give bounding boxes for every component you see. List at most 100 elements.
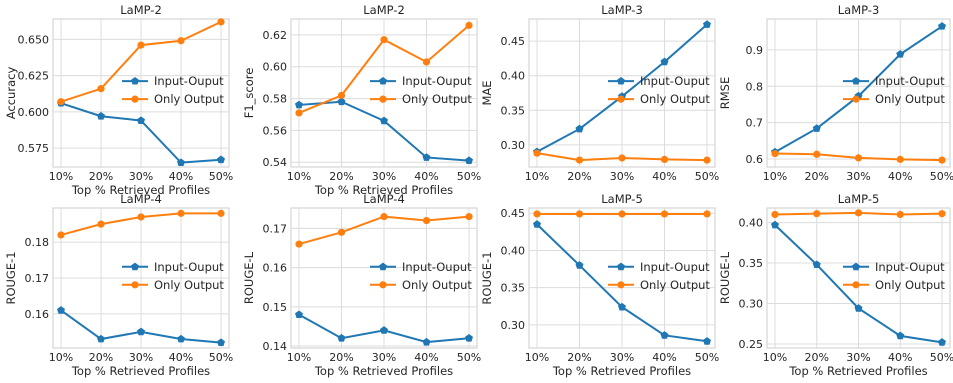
y-tick-label: 0.56	[263, 124, 288, 137]
data-point	[575, 156, 584, 164]
legend-label: Only Output	[640, 278, 710, 292]
data-point	[295, 240, 303, 248]
legend: Input-Ouput Only Output	[370, 260, 472, 292]
legend-marker	[131, 95, 139, 103]
data-point	[660, 57, 669, 66]
data-point	[896, 210, 904, 219]
legend-label: Input-Ouput	[875, 74, 945, 88]
x-tick-label: 40%	[414, 170, 438, 183]
y-axis-label: RMSE	[718, 77, 732, 109]
y-tick-label: 0.575	[18, 142, 50, 155]
data-point	[812, 124, 821, 132]
x-axis-label: Top % Retrieved Profiles	[314, 183, 453, 197]
subplot-title: LaMP-2	[120, 3, 162, 17]
legend-label: Only Output	[875, 278, 945, 292]
legend-marker	[131, 281, 139, 289]
data-point	[465, 21, 473, 29]
data-point	[97, 85, 105, 93]
data-point	[137, 213, 145, 221]
data-point	[771, 149, 779, 158]
data-point	[177, 158, 185, 167]
x-axis-label: Top % Retrieved Profiles	[71, 364, 210, 378]
legend-marker	[131, 262, 139, 271]
data-point	[295, 100, 303, 109]
data-point	[465, 213, 473, 221]
series-only-output	[57, 209, 225, 239]
y-axis-label: ROUGE-1	[480, 251, 494, 304]
subplot-title: LaMP-4	[363, 192, 405, 206]
subplot-title: LaMP-4	[120, 192, 162, 206]
x-tick-label: 50%	[209, 351, 233, 364]
data-point	[295, 109, 303, 117]
y-tick-label: 0.650	[18, 33, 50, 46]
y-tick-label: 0.16	[25, 308, 50, 321]
x-tick-label: 50%	[930, 351, 953, 364]
data-point	[337, 228, 346, 236]
x-tick-label: 40%	[888, 170, 912, 183]
x-tick-label: 40%	[169, 351, 193, 364]
x-tick-label: 10%	[49, 351, 73, 364]
data-point	[813, 150, 821, 158]
legend-label: Input-Ouput	[640, 260, 710, 274]
data-point	[533, 149, 541, 157]
legend-label: Only Output	[154, 92, 224, 106]
x-tick-label: 20%	[329, 170, 353, 183]
legend-marker	[379, 76, 387, 85]
data-point	[703, 210, 711, 218]
legend-marker	[852, 76, 860, 85]
data-point	[896, 155, 904, 163]
data-point	[57, 306, 65, 314]
y-tick-label: 0.9	[746, 44, 764, 57]
x-tick-label: 10%	[287, 351, 311, 364]
legend-marker	[617, 95, 625, 103]
subplot-4: 10% 20% 30% 40% 50% 0.6 0.7 0.8 0.9 LaMP-3 RMSE Inp…	[718, 3, 953, 183]
y-tick-label: 0.40	[501, 244, 526, 257]
legend-marker	[617, 76, 625, 85]
x-tick-label: 40%	[888, 351, 912, 364]
data-point	[177, 334, 185, 343]
x-tick-label: 50%	[695, 351, 719, 364]
series-only-output	[533, 210, 711, 218]
y-tick-label: 0.30	[501, 319, 526, 332]
subplot-title: LaMP-3	[838, 3, 880, 17]
x-tick-label: 10%	[525, 170, 549, 183]
data-point	[533, 220, 541, 228]
data-point	[217, 18, 225, 26]
data-point	[854, 154, 863, 162]
subplot-1: 10% 20% 30% 40% 50% 0.575 0.600 0.625 0.650 LaMP-…	[4, 3, 233, 197]
data-point	[337, 334, 346, 342]
subplot-6: 10% 20% 30% 40% 50% 0.14 0.15 0.16 0.17 LaMP-4 Top…	[242, 192, 481, 378]
x-tick-label: 50%	[457, 351, 481, 364]
y-tick-label: 0.45	[501, 35, 526, 48]
subplot-title: LaMP-5	[838, 192, 880, 206]
data-point	[337, 91, 346, 99]
series-input-ouput	[771, 220, 946, 346]
legend-label: Only Output	[402, 278, 472, 292]
y-axis-label: Accuracy	[4, 67, 18, 120]
series-input-ouput	[295, 310, 473, 346]
legend-marker	[617, 281, 625, 289]
x-tick-label: 30%	[846, 351, 870, 364]
y-tick-label: 0.60	[263, 61, 288, 74]
data-point	[137, 327, 145, 336]
legend-marker	[852, 262, 860, 271]
legend-label: Input-Ouput	[640, 74, 710, 88]
y-tick-label: 0.17	[263, 222, 288, 235]
data-point	[177, 37, 185, 45]
data-point	[703, 337, 711, 345]
series-only-output	[295, 21, 473, 117]
y-axis-label: ROUGE-L	[718, 251, 732, 304]
y-tick-label: 0.35	[501, 104, 526, 117]
x-tick-label: 10%	[763, 170, 787, 183]
legend-label: Only Output	[402, 92, 472, 106]
data-point	[575, 210, 584, 218]
x-axis-label: Top % Retrieved Profiles	[314, 364, 453, 378]
data-point	[137, 116, 145, 124]
legend-label: Input-Ouput	[154, 74, 224, 88]
data-point	[97, 112, 105, 120]
legend-marker	[852, 95, 860, 103]
y-tick-label: 0.17	[25, 272, 50, 285]
data-point	[771, 210, 779, 219]
